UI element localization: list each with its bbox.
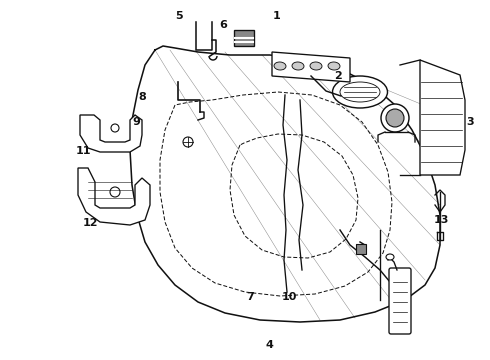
- Text: 11: 11: [75, 146, 91, 156]
- Ellipse shape: [274, 62, 286, 70]
- Text: 10: 10: [281, 292, 297, 302]
- Polygon shape: [80, 115, 142, 152]
- FancyBboxPatch shape: [389, 268, 411, 334]
- Text: 13: 13: [433, 215, 449, 225]
- Circle shape: [111, 124, 119, 132]
- Ellipse shape: [386, 254, 394, 260]
- Polygon shape: [272, 52, 350, 82]
- Text: 4: 4: [266, 340, 273, 350]
- Ellipse shape: [328, 62, 340, 70]
- Polygon shape: [420, 60, 465, 175]
- Circle shape: [183, 137, 193, 147]
- Text: 7: 7: [246, 292, 254, 302]
- Circle shape: [381, 104, 409, 132]
- Text: 5: 5: [175, 11, 183, 21]
- Text: 6: 6: [219, 20, 227, 30]
- FancyBboxPatch shape: [234, 30, 254, 46]
- Text: 12: 12: [83, 218, 98, 228]
- Text: 1: 1: [273, 11, 281, 21]
- Polygon shape: [130, 46, 440, 322]
- Ellipse shape: [333, 76, 388, 108]
- Text: 9: 9: [132, 117, 140, 127]
- FancyBboxPatch shape: [356, 244, 366, 254]
- Ellipse shape: [292, 62, 304, 70]
- Circle shape: [110, 187, 120, 197]
- Circle shape: [386, 109, 404, 127]
- Ellipse shape: [340, 82, 380, 102]
- Text: 2: 2: [334, 71, 342, 81]
- Text: 3: 3: [466, 117, 474, 127]
- Text: 8: 8: [138, 92, 146, 102]
- Polygon shape: [78, 168, 150, 225]
- Ellipse shape: [310, 62, 322, 70]
